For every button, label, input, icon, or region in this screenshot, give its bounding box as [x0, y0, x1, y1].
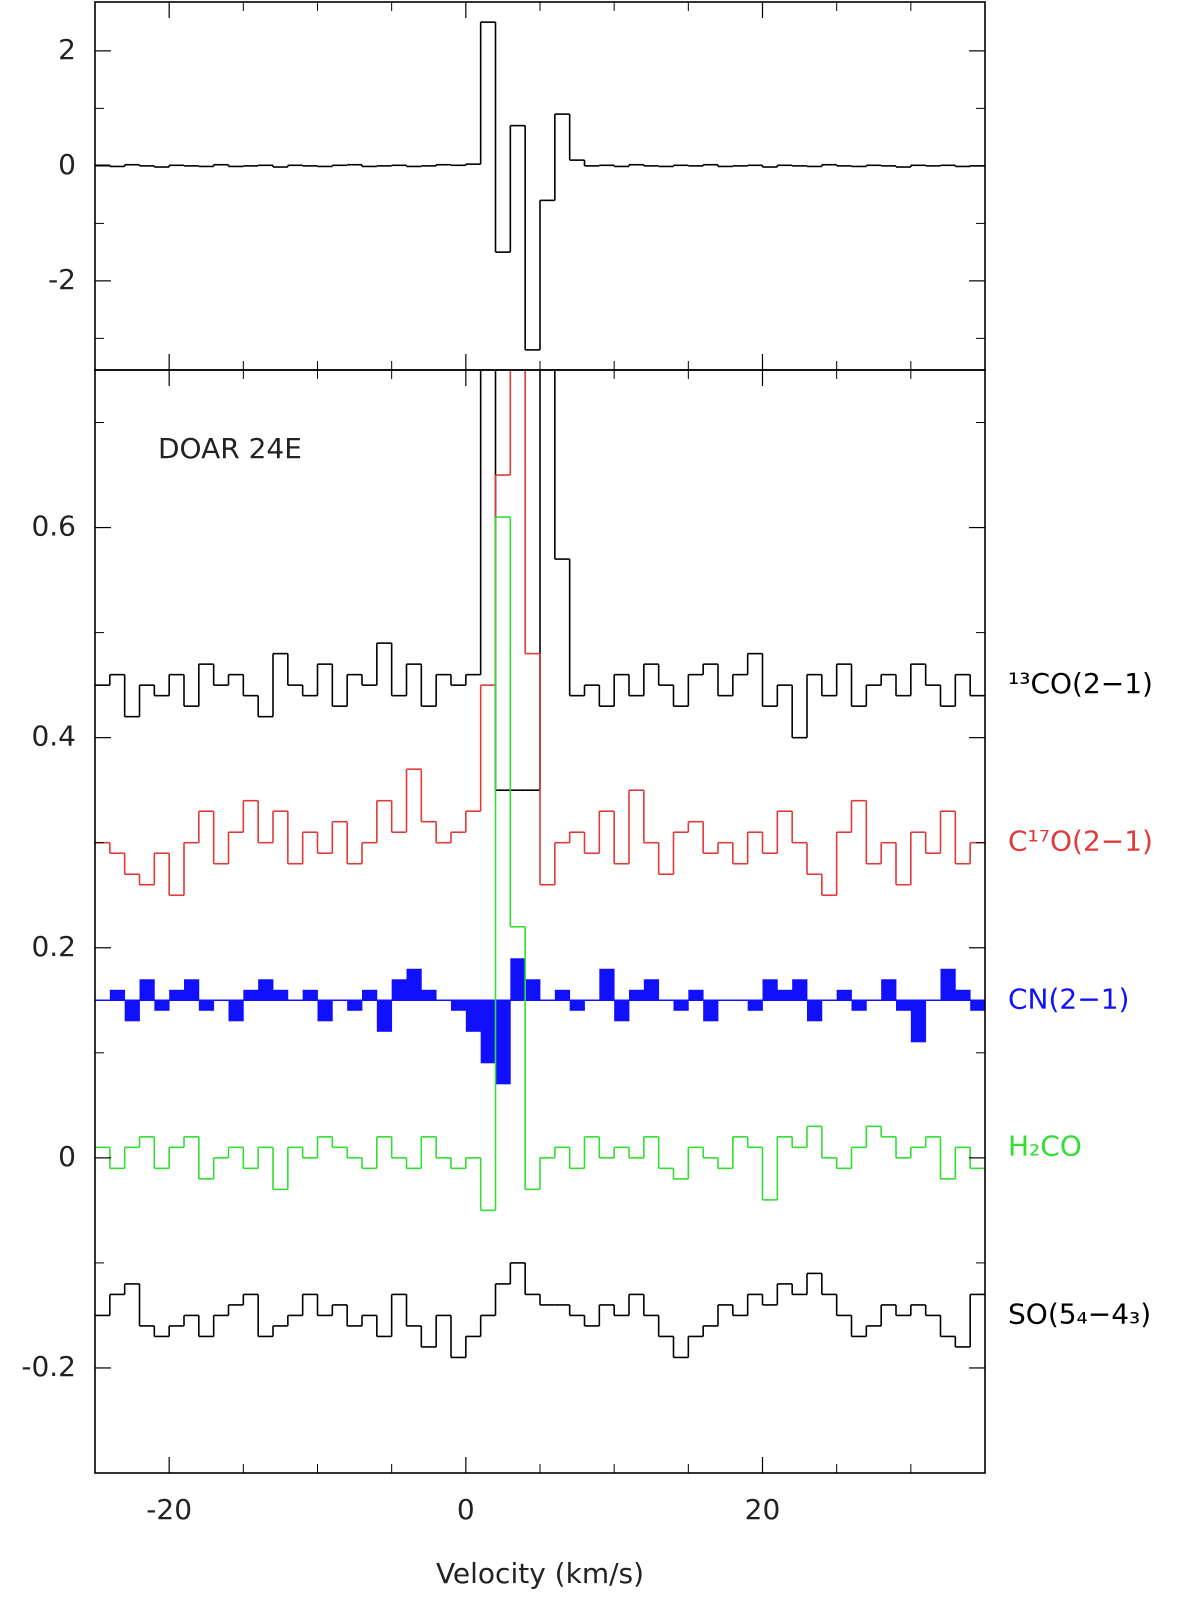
step-bar	[465, 1000, 482, 1032]
step-bar	[688, 989, 704, 1001]
series-label: H₂CO	[1008, 1129, 1082, 1162]
step-bar	[703, 1000, 719, 1022]
series-label: ¹³CO(2−1)	[1008, 667, 1153, 700]
step-bar	[629, 989, 645, 1001]
step-bar	[258, 979, 274, 1001]
series-label: CN(2−1)	[1008, 982, 1129, 1015]
step-bar	[792, 979, 808, 1001]
step-bar	[302, 989, 318, 1001]
step-bar	[317, 1000, 333, 1022]
step-bar	[228, 1000, 244, 1022]
x-tick-label: 20	[745, 1493, 781, 1526]
y-tick-label: -2	[48, 263, 76, 296]
step-bar	[139, 979, 155, 1001]
series-label: C¹⁷O(2−1)	[1008, 825, 1153, 858]
step-bar	[376, 1000, 393, 1032]
y-tick-label: 2	[58, 33, 76, 66]
step-bar	[673, 1000, 689, 1011]
step-bar	[124, 1000, 140, 1022]
y-tick-label: 0	[58, 1140, 76, 1173]
step-bar	[154, 1000, 170, 1011]
step-bar	[198, 1000, 215, 1011]
step-bar	[896, 1000, 912, 1011]
step-bar	[554, 989, 571, 1001]
plot-area	[95, 21, 985, 351]
step-bar	[807, 1000, 823, 1022]
step-bar	[495, 1000, 511, 1085]
step-bar	[777, 989, 793, 1001]
y-tick-label: -0.2	[21, 1350, 76, 1383]
plot-area	[95, 370, 985, 1359]
step-bar	[347, 1000, 363, 1011]
step-bar	[836, 989, 852, 1001]
step-bar	[643, 979, 660, 1001]
y-tick-label: 0.4	[31, 720, 76, 753]
annotation: DOAR 24E	[158, 432, 302, 465]
step-bar	[955, 989, 971, 1001]
step-bar	[480, 1000, 496, 1064]
step-bar	[940, 968, 956, 1001]
y-tick-label: 0	[58, 148, 76, 181]
step-bar	[451, 1000, 467, 1011]
step-bar	[391, 979, 407, 1001]
step-bar	[910, 1000, 927, 1043]
step-bar	[881, 979, 897, 1001]
x-axis-title: Velocity (km/s)	[436, 1557, 644, 1590]
step-bar	[614, 1000, 630, 1022]
step-bar	[599, 968, 615, 1001]
step-bar	[569, 1000, 585, 1011]
step-bar	[184, 979, 200, 1001]
step-bar	[273, 989, 289, 1001]
step-bar	[970, 1000, 985, 1011]
step-bar	[762, 979, 778, 1001]
x-tick-label: -20	[146, 1493, 192, 1526]
step-bar	[421, 989, 437, 1001]
step-bar	[362, 989, 378, 1001]
step-bar	[510, 958, 526, 1001]
x-tick-label: 0	[457, 1493, 475, 1526]
step-bar	[243, 989, 259, 1001]
y-tick-label: 0.6	[31, 510, 76, 543]
step-bar	[851, 1000, 867, 1011]
y-tick-label: 0.2	[31, 930, 76, 963]
series-label: SO(5₄−4₃)	[1008, 1297, 1151, 1330]
step-bar	[747, 1000, 763, 1011]
step-bar	[109, 989, 126, 1001]
step-bar	[169, 989, 185, 1001]
step-bar	[406, 968, 422, 1001]
panel-frame	[94, 369, 986, 1474]
step-bar	[525, 979, 541, 1001]
